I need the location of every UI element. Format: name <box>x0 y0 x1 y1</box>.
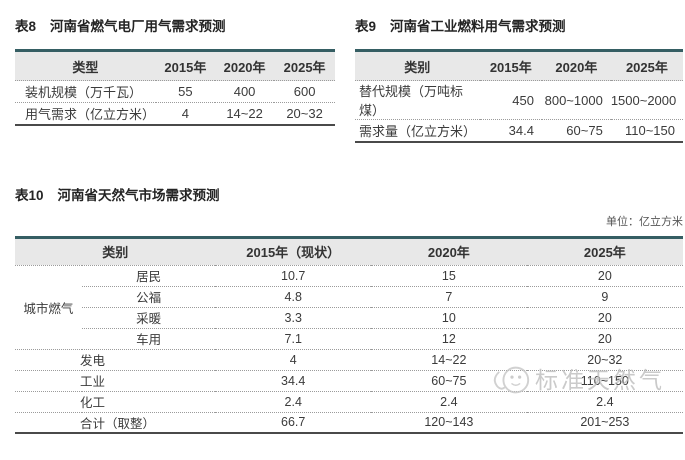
column-header: 类别 <box>15 237 216 266</box>
cell-value: 15 <box>371 265 527 287</box>
column-header: 类型 <box>15 50 156 81</box>
cell-value: 2.4 <box>526 391 683 413</box>
cell-value: 20 <box>526 265 683 287</box>
table8-tag: 表8 <box>15 19 37 34</box>
row-label: 用气需求（亿立方米） <box>25 106 156 122</box>
row-label: 公福 <box>81 286 216 308</box>
cell-value: 55 <box>155 80 215 103</box>
table-row: 替代规模（万吨标煤） 450 800~1000 1500~2000 <box>355 80 683 120</box>
row-label: 替代规模（万吨标煤） <box>355 80 480 120</box>
table-row: 用气需求（亿立方米） 4 14~22 20~32 <box>15 103 335 125</box>
column-header: 2020年 <box>371 237 527 266</box>
cell-value: 20~32 <box>286 105 323 121</box>
cell-value: 10 <box>371 307 527 329</box>
table9-title: 表9 河南省工业燃料用气需求预测 <box>355 20 683 34</box>
table9-header-row: 类别 2015年 2020年 2025年 <box>355 50 683 81</box>
column-header: 2020年 <box>541 50 611 81</box>
cell-value: 600 <box>274 80 335 103</box>
column-header: 2025年 <box>610 50 683 81</box>
cell-value: 20~32 <box>526 349 683 371</box>
cell-value: 20 <box>526 307 683 329</box>
column-header: 2015年 <box>479 50 542 81</box>
table10-header-row: 类别 2015年（现状） 2020年 2025年 <box>15 237 683 266</box>
cell-value: 110~150 <box>624 122 675 138</box>
top-tables-row: 表8 河南省燃气电厂用气需求预测 类型 2015年 2020年 2025年 装机规… <box>15 0 683 143</box>
table-row: 工业 34.4 60~75 110~150 <box>15 370 683 392</box>
cell-value: 4 <box>181 105 189 121</box>
cell-value: 12 <box>371 328 527 350</box>
table9: 类别 2015年 2020年 2025年 替代规模（万吨标煤） 450 800~… <box>355 49 683 143</box>
table-row: 合计（取整） 66.7 120~143 201~253 <box>15 412 683 433</box>
cell-value: 66.7 <box>281 415 306 430</box>
cell-value: 120~143 <box>424 415 474 430</box>
table9-title-text: 河南省工业燃料用气需求预测 <box>390 19 566 34</box>
row-label: 发电 <box>15 349 216 371</box>
cell-value: 2.4 <box>371 391 527 413</box>
cell-value: 7.1 <box>215 328 372 350</box>
table9-section: 表9 河南省工业燃料用气需求预测 类别 2015年 2020年 2025年 替代规… <box>355 0 683 143</box>
table10-section: 表10 河南省天然气市场需求预测 单位：亿立方米 类别 2015年（现状） 202… <box>15 187 683 434</box>
table-row: 城市燃气 居民 10.7 15 20 <box>15 265 683 350</box>
cell-value: 14~22 <box>371 349 527 371</box>
row-label: 车用 <box>81 328 216 350</box>
table8-title-text: 河南省燃气电厂用气需求预测 <box>50 19 226 34</box>
unit-label: 单位：亿立方米 <box>606 215 683 228</box>
column-header: 2020年 <box>214 50 275 81</box>
column-header: 2025年 <box>274 50 335 81</box>
table10-title: 表10 河南省天然气市场需求预测 <box>15 187 683 203</box>
cell-value: 201~253 <box>580 415 630 430</box>
table-row: 公福 4.8 7 9 <box>15 286 683 308</box>
table10-title-text: 河南省天然气市场需求预测 <box>57 187 220 203</box>
cell-value: 60~75 <box>371 370 527 392</box>
row-label: 化工 <box>15 391 216 413</box>
column-header: 2015年（现状） <box>215 237 372 266</box>
cell-value: 34.4 <box>215 370 372 392</box>
table-row: 车用 7.1 12 20 <box>15 328 683 350</box>
cell-value: 10.7 <box>215 265 372 287</box>
cell-value: 4.8 <box>215 286 372 308</box>
cell-value: 400 <box>214 80 275 103</box>
table8-section: 表8 河南省燃气电厂用气需求预测 类型 2015年 2020年 2025年 装机规… <box>15 0 335 143</box>
table-row: 发电 4 14~22 20~32 <box>15 349 683 371</box>
cell-value: 2.4 <box>215 391 372 413</box>
table-row: 装机规模（万千瓦） 55 400 600 <box>15 80 335 103</box>
row-label: 合计（取整） <box>80 416 156 431</box>
table8-header-row: 类型 2015年 2020年 2025年 <box>15 50 335 81</box>
column-header: 2015年 <box>155 50 215 81</box>
row-label: 居民 <box>81 265 216 287</box>
column-header: 类别 <box>355 50 480 81</box>
cell-value: 7 <box>371 286 527 308</box>
row-label: 采暖 <box>81 307 216 329</box>
table10-tag: 表10 <box>15 187 44 203</box>
table9-tag: 表9 <box>355 19 377 34</box>
cell-value: 60~75 <box>566 122 603 138</box>
table-row: 需求量（亿立方米） 34.4 60~75 110~150 <box>355 120 683 142</box>
column-header: 2025年 <box>526 237 683 266</box>
table8: 类型 2015年 2020年 2025年 装机规模（万千瓦） 55 400 60… <box>15 49 335 126</box>
row-label: 需求量（亿立方米） <box>359 123 477 139</box>
group-label: 城市燃气 <box>15 265 82 350</box>
cell-value: 1500~2000 <box>610 80 683 120</box>
row-label: 装机规模（万千瓦） <box>15 80 156 103</box>
cell-value: 110~150 <box>526 370 683 392</box>
table8-title: 表8 河南省燃气电厂用气需求预测 <box>15 20 335 34</box>
cell-value: 14~22 <box>226 105 263 121</box>
cell-value: 9 <box>526 286 683 308</box>
row-label: 工业 <box>15 370 216 392</box>
table-row: 采暖 3.3 10 20 <box>15 307 683 329</box>
cell-value: 3.3 <box>215 307 372 329</box>
table10: 类别 2015年（现状） 2020年 2025年 城市燃气 居民 10.7 15… <box>15 235 683 434</box>
table-row: 化工 2.4 2.4 2.4 <box>15 391 683 413</box>
cell-value: 20 <box>526 328 683 350</box>
cell-value: 4 <box>215 349 372 371</box>
cell-value: 450 <box>479 80 542 120</box>
cell-value: 34.4 <box>508 122 534 138</box>
cell-value: 800~1000 <box>541 80 611 120</box>
